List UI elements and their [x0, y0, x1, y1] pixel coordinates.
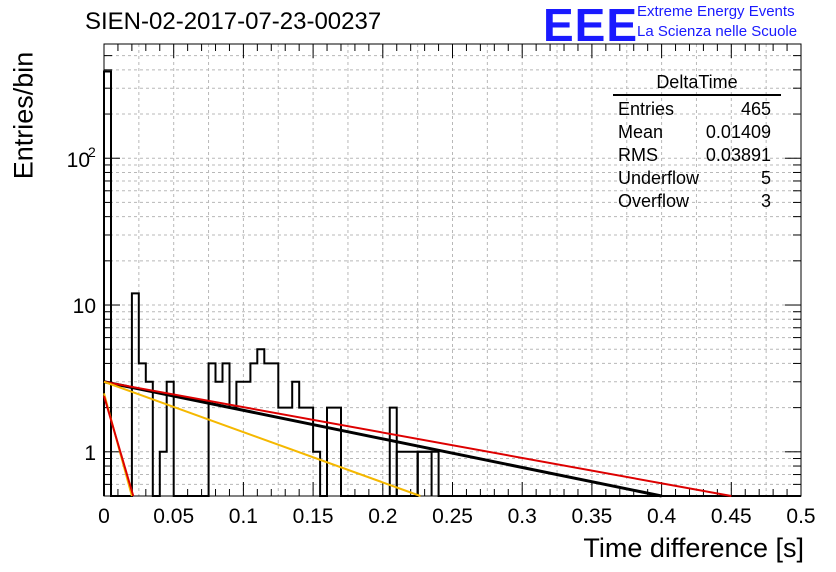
stats-label: Entries: [618, 99, 675, 119]
stats-value: 0.03891: [705, 145, 771, 165]
stats-row: Overflow 3: [613, 191, 781, 214]
logo-line-2: La Scienza nelle Scuole: [637, 23, 798, 40]
stats-title: DeltaTime: [613, 72, 781, 96]
histogram-bin: [416, 450, 433, 496]
stats-value: 465: [740, 99, 771, 119]
stats-row: Mean 0.01409: [613, 122, 781, 145]
stats-row: Underflow 5: [613, 168, 781, 191]
x-tick-label: 0.1: [229, 505, 258, 528]
stats-box: DeltaTime Entries 465 Mean 0.01409 RMS 0.03…: [613, 72, 781, 214]
y-tick-label: 10: [73, 295, 96, 318]
stats-label: Underflow: [618, 168, 700, 188]
x-tick-label: 0.5: [786, 505, 815, 528]
stats-value: 5: [760, 168, 771, 188]
fit-line: [103, 380, 421, 497]
x-tick-label: 0.05: [153, 505, 194, 528]
x-tick-label: 0.2: [368, 505, 397, 528]
x-axis-label: Time difference [s]: [583, 533, 804, 563]
fit-line: [103, 395, 135, 497]
stats-row: RMS 0.03891: [613, 145, 781, 168]
stats-value: 3: [760, 191, 771, 211]
x-tick-label: 0.4: [647, 505, 677, 528]
x-tick-label: 0: [98, 505, 110, 528]
x-tick-label: 0.15: [293, 505, 334, 528]
fit-line: [103, 380, 732, 497]
x-tick-label: 0.45: [711, 505, 752, 528]
y-tick-label: 10: [67, 149, 90, 172]
x-tick-label: 0.3: [508, 505, 537, 528]
chart-title: SIEN-02-2017-07-23-00237: [85, 8, 382, 35]
fit-line: [103, 380, 662, 498]
stats-value: 0.01409: [705, 122, 771, 142]
stats-row: Entries 465: [613, 99, 781, 122]
stats-label: Mean: [618, 122, 664, 142]
eee-logo: EEE: [543, 0, 639, 51]
logo-line-1: Extreme Energy Events: [637, 3, 795, 20]
y-axis-label: Entries/bin: [8, 51, 39, 180]
y-tick-label: 1: [84, 442, 96, 465]
y-tick-exponent: 2: [88, 144, 96, 160]
stats-label: RMS: [618, 145, 658, 165]
x-tick-label: 0.25: [432, 505, 473, 528]
stats-label: Overflow: [618, 191, 690, 211]
x-tick-label: 0.35: [571, 505, 612, 528]
